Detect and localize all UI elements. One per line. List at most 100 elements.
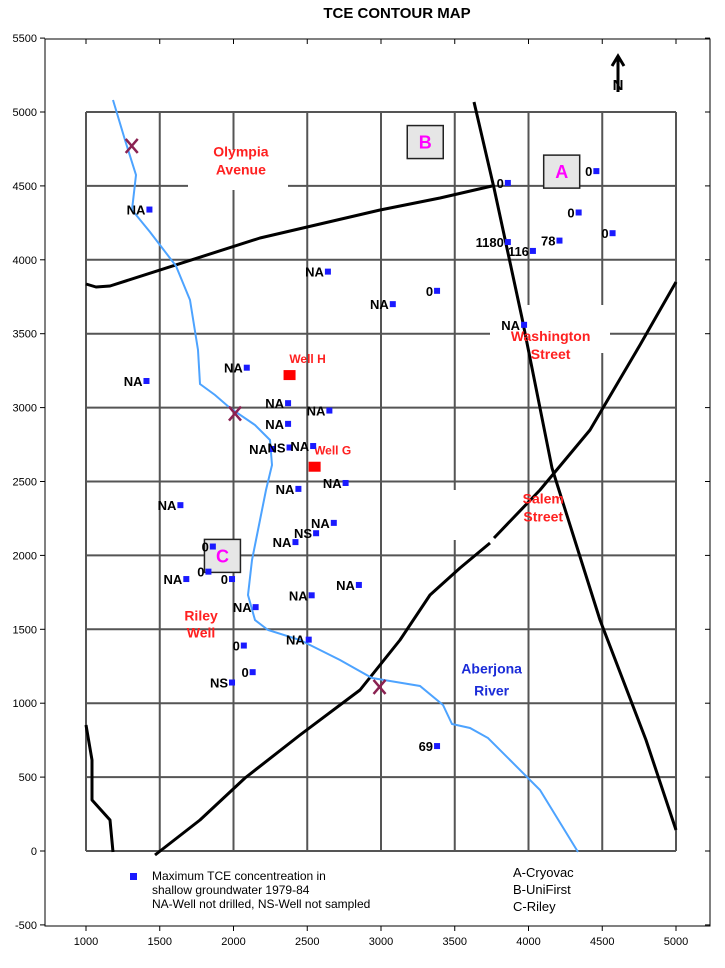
well-value-label: 0 — [601, 226, 608, 241]
riley-well-label: Well — [187, 624, 216, 640]
well-value-label: 0 — [241, 665, 248, 680]
x-tick-label: 2000 — [221, 936, 245, 948]
well-value-label: 1180 — [476, 235, 504, 250]
olympia-avenue-label: Avenue — [216, 161, 266, 177]
well-value-label: NA — [307, 404, 326, 419]
roads — [84, 101, 678, 857]
well-value-label: NA — [158, 498, 177, 513]
well-marker — [268, 445, 275, 452]
washington-street-label: Street — [531, 346, 571, 362]
contamination-x-mark — [372, 679, 387, 695]
well-marker — [286, 444, 293, 451]
well-marker — [146, 206, 153, 213]
well-marker — [521, 321, 528, 328]
washington-street-road — [472, 101, 678, 831]
x-tick-label: 1500 — [148, 936, 172, 948]
well-value-label: NA — [127, 203, 146, 218]
y-tick-label: 3000 — [13, 403, 37, 415]
well-marker — [249, 669, 256, 676]
well-marker — [389, 301, 396, 308]
well-value-label: NA — [164, 572, 183, 587]
well-value-label: NA — [224, 361, 243, 376]
well-marker — [209, 543, 216, 550]
well-marker — [324, 268, 331, 275]
well-value-label: NA — [336, 578, 355, 593]
site-letter-b: B — [419, 133, 432, 153]
well-value-label: NS — [210, 676, 228, 691]
y-tick-label: 5000 — [13, 107, 37, 119]
x-tick-label: 4000 — [516, 936, 540, 948]
well-marker — [434, 287, 441, 294]
well-marker — [285, 400, 292, 407]
x-tick-label: 5000 — [664, 936, 688, 948]
well-value-label: NA — [290, 439, 309, 454]
well-value-label: NA — [305, 265, 324, 280]
well-value-label: NS — [294, 526, 312, 541]
y-tick-label: 2500 — [13, 477, 37, 489]
well-value-label: NS — [267, 441, 285, 456]
salem-street-label: Salem — [523, 491, 564, 507]
well-marker — [609, 230, 616, 237]
y-tick-label: 5500 — [13, 33, 37, 45]
well-marker — [504, 239, 511, 246]
well-value-label: 0 — [197, 565, 204, 580]
named-well-label: Well H — [289, 352, 325, 366]
legend-line: Maximum TCE concentreation in — [152, 869, 326, 883]
well-marker — [504, 179, 511, 186]
y-tick-label: 4500 — [13, 181, 37, 193]
well-value-label: 0 — [497, 176, 504, 191]
x-tick-label: 2500 — [295, 936, 319, 948]
aberjona-river — [112, 99, 579, 853]
map-labels: Olympia Avenue Washington Street Salem Street… — [124, 53, 626, 699]
y-tick-label: -500 — [15, 920, 37, 932]
well-marker — [434, 743, 441, 750]
axis-ticks: 1000 1500 2000 2500 3000 3500 4000 4500 50005500… — [13, 33, 710, 948]
y-tick-label: 4000 — [13, 255, 37, 267]
label-backdrop — [490, 305, 610, 353]
well-marker — [308, 592, 315, 599]
named-well-marker — [283, 370, 296, 381]
site-letter-a: A — [555, 162, 568, 182]
x-tick-label: 3500 — [443, 936, 467, 948]
site-key-line: B-UniFirst — [513, 882, 571, 897]
well-value-label: 0 — [585, 164, 592, 179]
legend-well-marker — [130, 873, 137, 880]
site-key-line: C-Riley — [513, 899, 556, 914]
well-marker — [295, 485, 302, 492]
aberjona-river-label: Aberjona — [461, 661, 522, 677]
well-value-label: NA — [286, 633, 305, 648]
map-grid — [85, 111, 677, 852]
y-tick-label: 1000 — [13, 698, 37, 710]
well-marker — [143, 377, 150, 384]
well-value-label: NA — [276, 482, 295, 497]
well-marker — [313, 530, 320, 537]
y-tick-label: 3500 — [13, 329, 37, 341]
well-marker — [229, 679, 236, 686]
well-value-label: 0 — [426, 284, 433, 299]
well-value-label: NA — [249, 442, 268, 457]
well-value-label: 78 — [541, 234, 555, 249]
legend-line: NA-Well not drilled, NS-Well not sampled — [152, 897, 370, 911]
contamination-x-mark — [228, 405, 242, 422]
well-marker — [355, 581, 362, 588]
salem-street-road — [154, 281, 678, 857]
well-value-label: 0 — [221, 572, 228, 587]
olympia-avenue-label: Olympia — [213, 143, 268, 159]
north-arrow-letter: N — [613, 77, 624, 94]
y-tick-label: 500 — [19, 772, 37, 784]
site-box-a — [542, 154, 581, 189]
y-tick-label: 1500 — [13, 624, 37, 636]
olympia-avenue-road — [85, 184, 493, 289]
well-value-label: NA — [265, 396, 284, 411]
y-tick-label: 2000 — [13, 550, 37, 562]
well-value-label: NA — [233, 600, 252, 615]
well-marker — [285, 420, 292, 427]
river-line — [112, 99, 579, 853]
well-value-label: NA — [311, 516, 330, 531]
well-marker — [310, 443, 317, 450]
salem-street-label: Street — [523, 509, 563, 525]
well-marker — [529, 247, 536, 254]
well-value-label: 0 — [202, 540, 209, 555]
